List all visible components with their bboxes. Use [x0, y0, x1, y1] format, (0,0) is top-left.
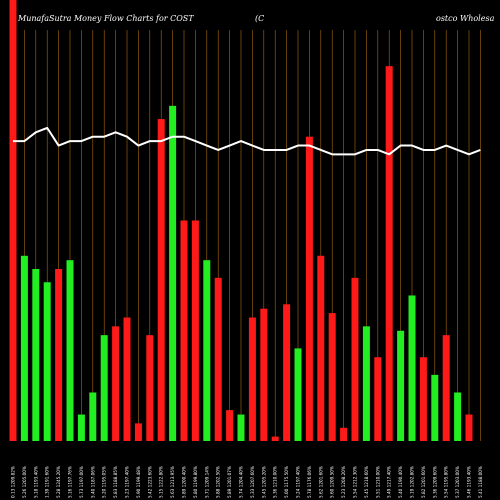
x-tick-label: 5.63 1213.95% — [170, 466, 175, 498]
bar-up — [169, 105, 177, 441]
x-tick-label: 5.18 1193.40% — [33, 466, 38, 498]
x-tick-label: 5.83 1188.85% — [113, 466, 118, 498]
bar-down — [226, 410, 234, 441]
bar-down — [351, 277, 359, 441]
bar-down — [283, 304, 291, 441]
x-tick-label: 5.45 1218.60% — [364, 466, 369, 498]
bar-down — [328, 313, 336, 441]
bar-up — [77, 414, 85, 441]
bar-up — [43, 282, 51, 441]
x-tick-label: 5.40 1190.40% — [398, 466, 403, 498]
x-tick-label: 5.33 1207.60% — [250, 466, 255, 498]
x-axis-tick-labels: 0.13 1209.82% 5.26 1205.00% 5.18 1193.40% 1… — [11, 466, 483, 498]
money-flow-line — [13, 126, 481, 156]
bar-down — [260, 308, 268, 441]
x-tick-label: 5.20 1195.05% — [102, 466, 107, 498]
bar-down — [442, 335, 450, 441]
bar-up — [431, 374, 439, 441]
x-tick-label: 5.78 1176.06% — [307, 466, 312, 498]
bar-up — [408, 295, 416, 441]
bar-down — [134, 423, 142, 441]
chart-title-main: MunafaSutra Money Flow Charts for COST — [17, 14, 194, 23]
bar-down — [123, 317, 131, 441]
x-tick-label: 5.89 1200.40% — [182, 466, 187, 498]
chart-title-company: ostco Wholesa — [436, 14, 495, 23]
x-tick-label: 5.19 1202.80% — [410, 466, 415, 498]
chart-title-ticker-open: (C — [255, 14, 264, 23]
bar-up — [454, 392, 462, 441]
x-tick-label: 5.73 1197.00% — [79, 466, 84, 498]
x-tick-label: 5.88 1202.50% — [216, 466, 221, 498]
bar-up — [32, 269, 40, 441]
bar-down — [191, 220, 199, 441]
x-tick-label: 5.89 1201.07% — [227, 466, 232, 498]
x-tick-label: 5.60 1209.50% — [330, 466, 335, 498]
bar-down — [112, 326, 120, 441]
bar-up — [89, 392, 97, 441]
bar-down — [385, 66, 393, 442]
x-tick-label: 5.26 1205.00% — [22, 466, 27, 498]
x-tick-label: 1.39 1191.60% — [45, 466, 50, 498]
x-tick-label: 5.49 1217.40% — [387, 466, 392, 498]
bar-down — [317, 255, 325, 441]
x-tick-label: 5.51 1210.00% — [375, 466, 380, 498]
x-tick-label: 5.62 1201.60% — [318, 466, 323, 498]
x-tick-label: 5.42 1223.60% — [147, 466, 152, 498]
bar-down — [9, 0, 17, 441]
bar-down — [374, 357, 382, 441]
x-tick-label: 5.24 1197.40% — [296, 466, 301, 498]
x-tick-label: 5.28 1245.20% — [56, 466, 61, 498]
x-tick-label: 5.00 1175.50% — [284, 466, 289, 498]
bar-down — [305, 136, 313, 441]
bar-down — [271, 436, 279, 441]
x-tick-label: 5.54 1212.30% — [353, 466, 358, 498]
bar-up — [66, 260, 74, 441]
bar-down — [340, 427, 348, 441]
x-tick-label: 5.41 1188.00% — [478, 466, 483, 498]
x-tick-label: 5.74 1204.40% — [239, 466, 244, 498]
x-tick-label: 5.15 1222.80% — [159, 466, 164, 498]
x-tick-label: 5.82 1201.60% — [421, 466, 426, 498]
bar-up — [100, 335, 108, 441]
x-tick-label: 5.23 1197.40% — [125, 466, 130, 498]
bar-up — [294, 348, 302, 441]
x-tick-label: 5.46 1193.40% — [467, 466, 472, 498]
bar-down — [248, 317, 256, 441]
bar-down — [55, 269, 63, 441]
x-tick-label: 5.45 1205.20% — [261, 466, 266, 498]
x-tick-label: 5.54 1195.80% — [444, 466, 449, 498]
x-tick-label: 5.90 1199.48% — [136, 466, 141, 498]
x-tick-label: 5.36 1210.00% — [273, 466, 278, 498]
bar-up — [362, 326, 370, 441]
bar-down — [465, 414, 473, 441]
money-flow-line-path — [13, 126, 481, 156]
bar-up — [397, 330, 405, 441]
x-tick-label: 5.23 1208.20% — [341, 466, 346, 498]
x-tick-label: 5.36 1209.60% — [432, 466, 437, 498]
x-tick-label: 5.37 1203.00% — [455, 466, 460, 498]
bar-down — [146, 335, 154, 441]
bar-up — [237, 414, 245, 441]
x-tick-label: 0.13 1209.82% — [11, 466, 16, 498]
x-tick-label: 5.80 1199.80% — [193, 466, 198, 498]
bar-up — [203, 260, 211, 441]
x-tick-label: 5.16 1197.76% — [68, 466, 73, 498]
bar-down — [157, 119, 165, 441]
x-tick-label: 5.71 1209.14% — [204, 466, 209, 498]
bar-down — [180, 220, 188, 441]
bars — [9, 0, 473, 442]
x-tick-label: 5.40 1187.06% — [90, 466, 95, 498]
bar-down — [419, 357, 427, 441]
bar-up — [20, 255, 28, 441]
bar-down — [214, 277, 222, 441]
